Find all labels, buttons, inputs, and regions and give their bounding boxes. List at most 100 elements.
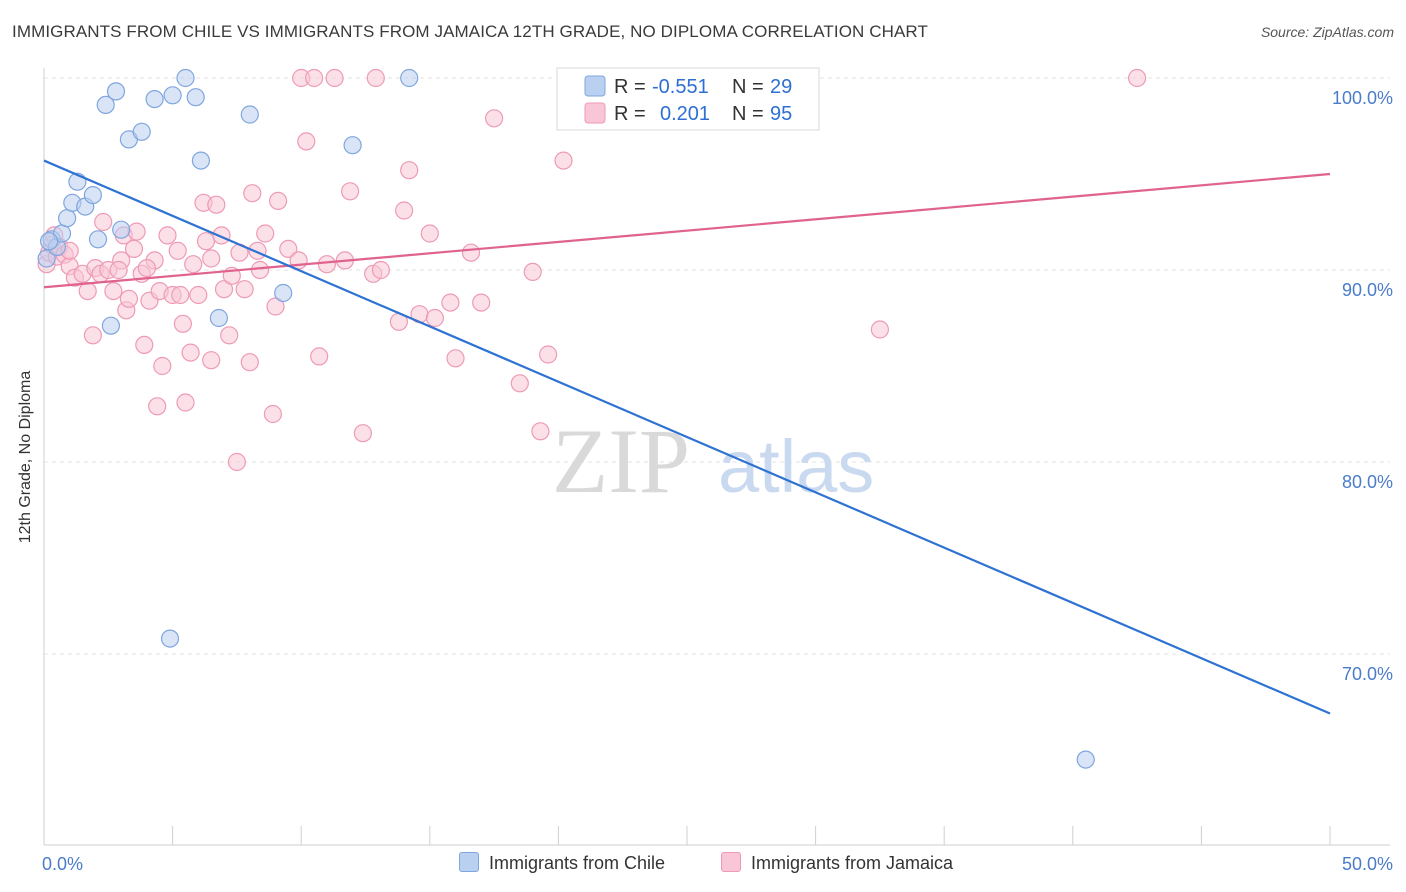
chile-point bbox=[106, 82, 126, 101]
axes bbox=[43, 68, 1390, 846]
chile-point bbox=[88, 230, 108, 249]
chile-point bbox=[186, 88, 205, 107]
jamaica-point bbox=[83, 326, 103, 345]
series-chile bbox=[37, 68, 1095, 769]
jamaica-point bbox=[202, 351, 221, 370]
legend-r-value-chile: -0.551 bbox=[652, 76, 709, 98]
legend-swatch-chile bbox=[584, 75, 606, 97]
y-tick-label: 90.0% bbox=[1342, 280, 1393, 300]
y-tick-labels: 70.0% 80.0% 90.0% 100.0% bbox=[1332, 88, 1393, 684]
jamaica-point bbox=[227, 452, 246, 472]
chile-point bbox=[112, 220, 131, 239]
y-tick-label: 80.0% bbox=[1342, 472, 1393, 492]
bottom-legend-jamaica[interactable]: Immigrants from Jamaica bbox=[721, 852, 953, 874]
chile-point bbox=[176, 68, 195, 88]
jamaica-point bbox=[181, 343, 200, 362]
chile-point bbox=[101, 316, 121, 335]
jamaica-point bbox=[214, 280, 234, 299]
chile-point bbox=[39, 232, 59, 251]
source-credit: Source: ZipAtlas.com bbox=[1260, 24, 1394, 40]
y-tick-label: 70.0% bbox=[1342, 664, 1393, 684]
chile-point bbox=[96, 95, 115, 115]
jamaica-point bbox=[341, 182, 360, 201]
jamaica-point bbox=[202, 249, 221, 268]
jamaica-point bbox=[168, 241, 187, 260]
chile-point bbox=[145, 89, 164, 109]
jamaica-point bbox=[1127, 68, 1147, 88]
x-tick-label: 0.0% bbox=[42, 854, 83, 874]
chile-point bbox=[274, 283, 293, 303]
jamaica-point bbox=[279, 239, 298, 258]
chile-point bbox=[132, 122, 151, 141]
jamaica-point bbox=[78, 282, 97, 301]
chile-point bbox=[1076, 750, 1095, 769]
jamaica-point bbox=[305, 68, 324, 88]
chile-point bbox=[37, 249, 56, 268]
jamaica-point bbox=[531, 422, 550, 441]
legend-n-value-chile: 29 bbox=[770, 76, 792, 98]
jamaica-point bbox=[510, 374, 529, 393]
jamaica-point bbox=[243, 184, 262, 203]
jamaica-point bbox=[148, 397, 167, 416]
chile-point bbox=[191, 151, 210, 170]
jamaica-point bbox=[220, 326, 239, 345]
jamaica-point bbox=[485, 109, 504, 128]
jamaica-point bbox=[137, 259, 156, 278]
jamaica-point bbox=[94, 212, 113, 232]
jamaica-point bbox=[538, 345, 558, 364]
bottom-legend-jamaica-label: Immigrants from Jamaica bbox=[751, 853, 954, 873]
jamaica-point bbox=[158, 226, 177, 245]
watermark-atlas: atlas bbox=[718, 425, 874, 508]
chile-trend-line bbox=[43, 159, 1331, 715]
jamaica-point bbox=[446, 349, 465, 368]
jamaica-point bbox=[256, 224, 275, 243]
watermark: ZIP atlas bbox=[552, 410, 874, 512]
chile-point bbox=[163, 86, 182, 105]
jamaica-point bbox=[353, 424, 372, 443]
jamaica-point bbox=[395, 201, 414, 220]
jamaica-point bbox=[109, 260, 128, 280]
trend-lines bbox=[43, 159, 1331, 715]
watermark-zip: ZIP bbox=[552, 410, 690, 512]
series-jamaica bbox=[37, 68, 1147, 472]
jamaica-point bbox=[297, 132, 316, 151]
y-tick-label: 100.0% bbox=[1332, 88, 1393, 108]
chile-point bbox=[209, 308, 228, 328]
jamaica-point bbox=[189, 285, 208, 305]
correlation-legend: R = -0.551 N = 29 R = 0.201 N = 95 bbox=[556, 67, 820, 131]
chile-swatch bbox=[459, 852, 479, 872]
jamaica-point bbox=[235, 280, 254, 299]
jamaica-point bbox=[127, 222, 146, 241]
jamaica-point bbox=[400, 161, 419, 180]
jamaica-point bbox=[425, 308, 444, 328]
legend-r-label-chile: R = bbox=[614, 76, 646, 98]
jamaica-point bbox=[240, 353, 259, 372]
jamaica-point bbox=[124, 239, 144, 258]
chile-point bbox=[57, 209, 77, 228]
legend-n-value-jamaica: 95 bbox=[770, 103, 792, 125]
jamaica-point bbox=[176, 393, 195, 412]
jamaica-point bbox=[263, 404, 282, 424]
jamaica-point bbox=[207, 195, 226, 214]
jamaica-point bbox=[420, 224, 439, 243]
jamaica-point bbox=[269, 191, 288, 210]
jamaica-point bbox=[523, 262, 542, 281]
legend-r-label-jamaica: R = bbox=[614, 103, 646, 125]
bottom-legend-chile-label: Immigrants from Chile bbox=[489, 853, 666, 873]
chile-point bbox=[400, 68, 419, 88]
jamaica-point bbox=[171, 285, 190, 305]
jamaica-point bbox=[153, 356, 172, 376]
jamaica-point bbox=[441, 293, 460, 312]
x-tick-labels: 0.0% 50.0% bbox=[42, 854, 1393, 874]
chile-point bbox=[160, 629, 180, 648]
bottom-legend-chile[interactable]: Immigrants from Chile bbox=[459, 852, 665, 874]
jamaica-point bbox=[184, 255, 203, 274]
jamaica-swatch bbox=[721, 852, 741, 872]
chile-point bbox=[83, 186, 103, 205]
jamaica-point bbox=[310, 347, 329, 366]
jamaica-point bbox=[870, 320, 890, 339]
jamaica-point bbox=[135, 335, 154, 354]
chart-title: IMMIGRANTS FROM CHILE VS IMMIGRANTS FROM… bbox=[12, 22, 928, 41]
jamaica-point bbox=[366, 68, 385, 88]
